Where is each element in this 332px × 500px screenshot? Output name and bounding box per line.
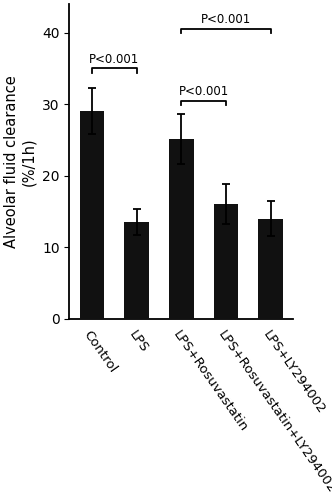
Bar	[213, 204, 238, 318]
Text: P<0.001: P<0.001	[89, 52, 139, 66]
Text: P<0.001: P<0.001	[178, 85, 229, 98]
Bar	[124, 222, 149, 318]
Bar	[169, 138, 194, 318]
Text: P<0.001: P<0.001	[201, 14, 251, 26]
Bar	[258, 218, 283, 318]
Bar	[80, 112, 104, 318]
Y-axis label: Alveolar fluid clearance
(%/1h): Alveolar fluid clearance (%/1h)	[4, 75, 37, 248]
